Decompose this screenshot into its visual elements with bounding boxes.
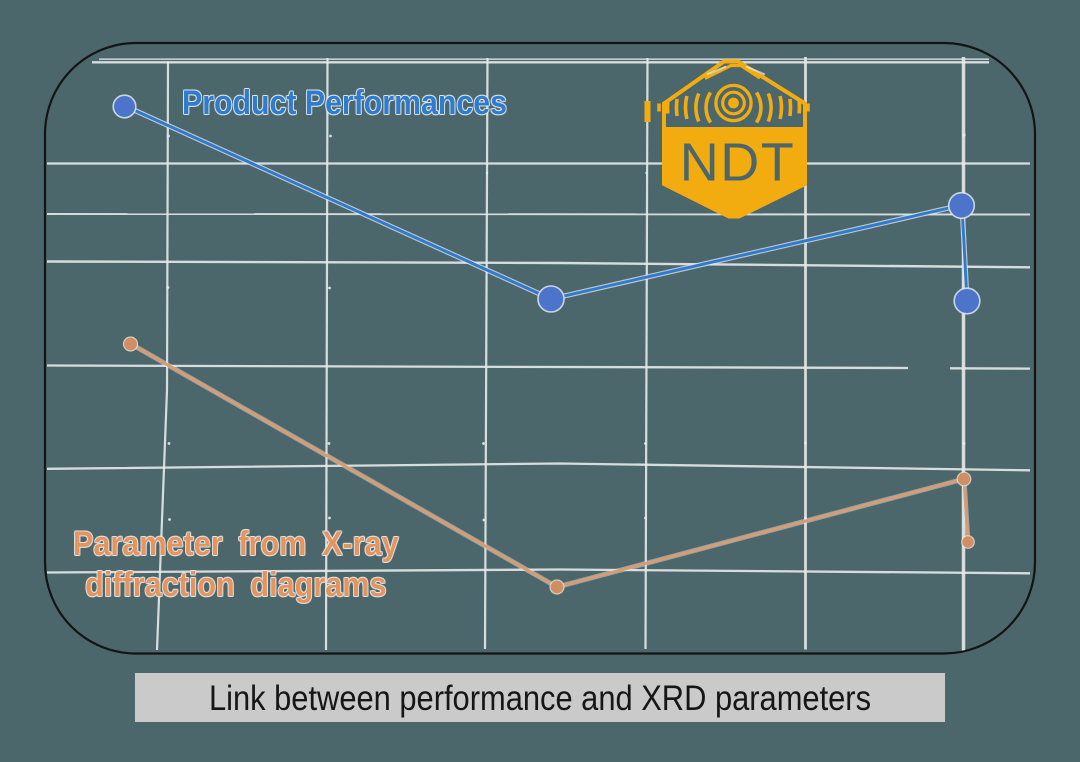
svg-text:NDT: NDT <box>680 133 795 193</box>
